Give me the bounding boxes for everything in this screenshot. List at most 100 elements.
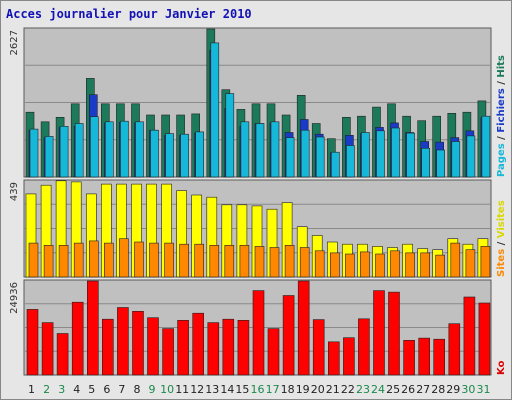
- bar-sites-27: [420, 252, 431, 278]
- bar-ko-21: [327, 341, 340, 376]
- bar-ko-15: [237, 319, 250, 376]
- bar-sites-16: [254, 246, 265, 278]
- bar-pages-15: [240, 121, 250, 178]
- x-tick-label-15: 15: [235, 383, 249, 396]
- x-tick-label-1: 1: [28, 383, 35, 396]
- legend-item-sites: Sites: [496, 249, 507, 277]
- bar-sites-26: [405, 252, 415, 278]
- chart-title: Acces journalier pour Janvier 2010: [6, 7, 252, 21]
- bar-ko-3: [56, 333, 69, 376]
- legend-sites-visites: Sites / Visites: [496, 200, 507, 277]
- bar-pages-20: [315, 136, 325, 178]
- bar-sites-8: [134, 241, 144, 278]
- x-tick-label-18: 18: [281, 383, 295, 396]
- bar-pages-12: [195, 131, 204, 178]
- legend-ko: Ko: [496, 360, 507, 375]
- legend-pages-fichiers-hits: Pages / Fichiers / Hits: [496, 55, 507, 177]
- chart-panel-sites-visites: 439 Sites / Visites: [9, 179, 507, 278]
- y-max-label: 439: [9, 182, 20, 201]
- bar-sites-7: [119, 238, 129, 278]
- x-tick-label-29: 29: [446, 383, 460, 396]
- bar-ko-17: [267, 328, 280, 376]
- legend-item- /: /: [496, 133, 507, 144]
- bar-pages-7: [120, 120, 129, 178]
- legend-item-hits: Hits: [496, 55, 507, 78]
- bar-sites-18: [284, 245, 295, 278]
- bar-pages-5: [90, 116, 99, 178]
- bar-ko-28: [433, 338, 446, 376]
- bar-sites-5: [89, 240, 99, 278]
- x-tick-label-14: 14: [220, 383, 234, 396]
- legend-item-pages: Pages: [496, 143, 507, 177]
- bar-sites-31: [480, 246, 491, 278]
- bar-sites-28: [435, 254, 446, 278]
- bar-ko-6: [102, 318, 114, 376]
- bar-ko-27: [418, 337, 431, 376]
- bar-ko-29: [448, 323, 461, 376]
- y-max-label: 24936: [9, 282, 20, 314]
- bar-sites-14: [224, 245, 235, 278]
- x-tick-label-6: 6: [103, 383, 110, 396]
- x-tick-label-12: 12: [190, 383, 204, 396]
- bar-sites-24: [375, 253, 385, 278]
- bar-pages-4: [74, 123, 84, 178]
- bar-pages-23: [361, 132, 370, 178]
- bar-ko-8: [132, 310, 144, 376]
- x-tick-label-16: 16: [251, 383, 265, 396]
- bar-sites-10: [164, 242, 174, 278]
- x-tick-label-13: 13: [205, 383, 219, 396]
- bar-ko-1: [26, 309, 39, 376]
- bar-sites-17: [269, 247, 280, 278]
- x-tick-label-21: 21: [326, 383, 340, 396]
- bar-pages-10: [165, 133, 174, 178]
- bar-ko-19: [297, 280, 310, 376]
- legend-item- /: /: [496, 238, 507, 249]
- legend-item-fichiers: Fichiers: [496, 88, 507, 132]
- x-tick-label-10: 10: [160, 383, 174, 396]
- bar-ko-24: [373, 290, 385, 376]
- bar-sites-4: [73, 242, 84, 278]
- bar-pages-9: [150, 129, 159, 178]
- bar-pages-19: [300, 129, 310, 178]
- bar-ko-16: [252, 290, 265, 376]
- bar-pages-25: [391, 127, 400, 178]
- bar-pages-11: [180, 133, 189, 178]
- bar-sites-25: [390, 250, 400, 278]
- bar-pages-18: [285, 137, 295, 178]
- x-tick-label-24: 24: [371, 383, 385, 396]
- bar-pages-16: [255, 123, 265, 178]
- x-tick-label-30: 30: [461, 383, 475, 396]
- bar-pages-6: [105, 121, 114, 178]
- x-tick-label-5: 5: [88, 383, 95, 396]
- bar-sites-23: [360, 251, 370, 278]
- bar-pages-24: [376, 130, 385, 178]
- bar-pages-13: [210, 42, 220, 178]
- x-tick-label-8: 8: [134, 383, 141, 396]
- bar-sites-21: [329, 252, 340, 278]
- bar-pages-1: [29, 128, 39, 178]
- x-tick-label-22: 22: [341, 383, 355, 396]
- bar-pages-30: [466, 135, 476, 178]
- x-tick-label-19: 19: [296, 383, 310, 396]
- bar-sites-2: [43, 245, 54, 278]
- bar-ko-12: [192, 312, 204, 376]
- bar-pages-27: [421, 148, 431, 178]
- bar-sites-1: [28, 242, 39, 278]
- bar-sites-6: [104, 242, 114, 278]
- legend-item-visites: Visites: [496, 200, 507, 238]
- chart-panel-ko: 24936 Ko: [9, 279, 507, 376]
- bar-ko-30: [463, 296, 476, 376]
- x-tick-label-26: 26: [401, 383, 415, 396]
- bar-pages-31: [481, 115, 491, 178]
- bar-ko-5: [87, 280, 99, 376]
- bar-sites-29: [450, 242, 461, 278]
- legend-item- /: /: [496, 78, 507, 89]
- bar-sites-19: [299, 247, 310, 278]
- legend-item-ko: Ko: [496, 360, 507, 375]
- bar-ko-20: [312, 319, 325, 376]
- bar-ko-2: [41, 322, 54, 376]
- x-tick-label-31: 31: [477, 383, 491, 396]
- x-tick-label-20: 20: [311, 383, 325, 396]
- bar-sites-15: [239, 245, 250, 278]
